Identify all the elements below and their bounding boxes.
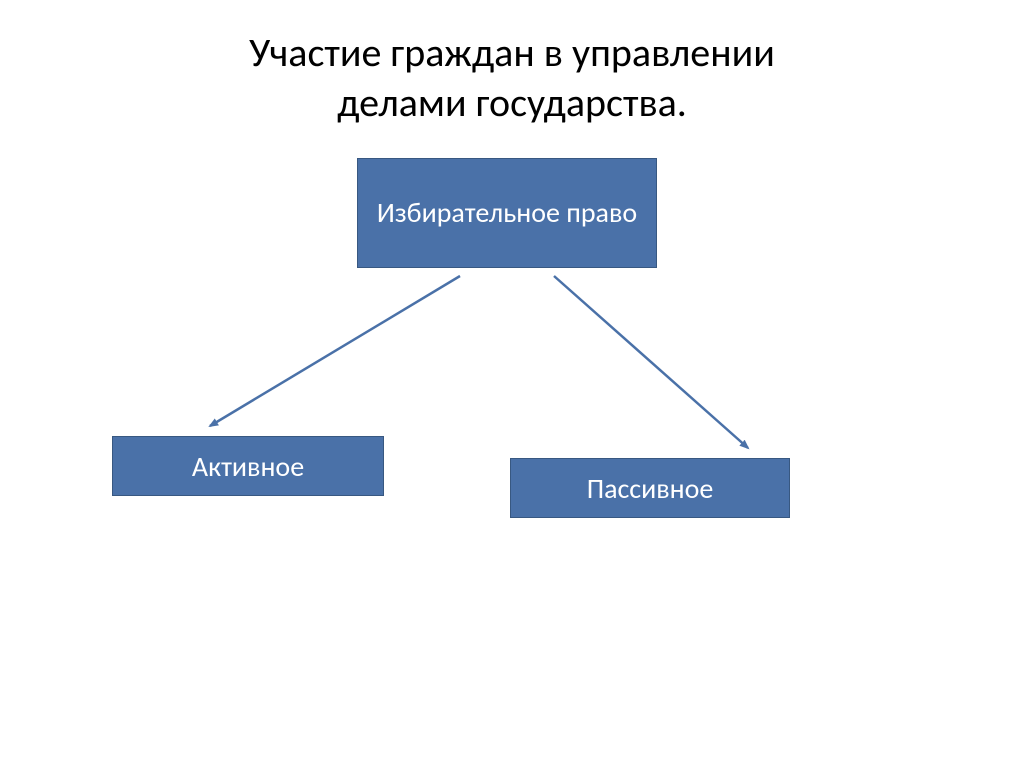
title-line-1: Участие граждан в управлении (249, 28, 775, 77)
node-left-label: Активное (192, 449, 304, 484)
diagram-container: Избирательное право Активное Пассивное (0, 158, 1024, 718)
title-line-2: делами государства. (337, 78, 687, 127)
node-root: Избирательное право (357, 158, 657, 268)
edge-root-right (554, 276, 748, 448)
node-right: Пассивное (510, 458, 790, 518)
slide-title: Участие граждан в управлении делами госу… (0, 0, 1024, 128)
node-left: Активное (112, 436, 384, 496)
node-root-label: Избирательное право (377, 195, 637, 231)
node-right-label: Пассивное (587, 471, 714, 506)
edge-root-left (210, 276, 460, 426)
